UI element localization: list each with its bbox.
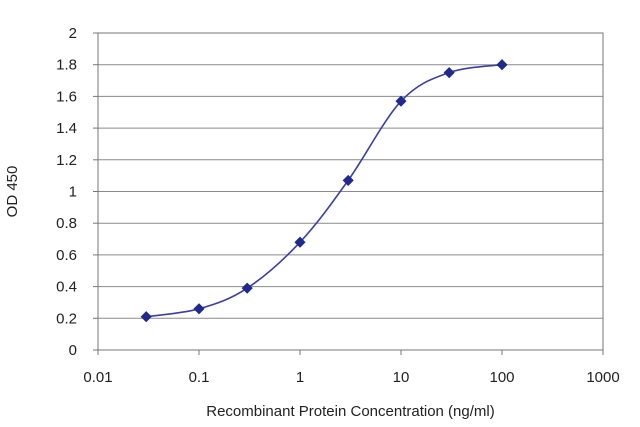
data-point [193,303,205,315]
y-tick-label: 0 [69,342,77,359]
y-tick-label: 1 [69,184,77,201]
data-point [395,95,407,107]
data-point [443,67,455,79]
data-points [140,59,508,323]
x-axis-ticks: 0.01 0.1 1 10 100 1000 [83,350,620,386]
x-axis-title: Recombinant Protein Concentration (ng/ml… [206,403,494,420]
y-tick-label: 2 [69,25,77,42]
x-tick-label: 1 [296,369,304,386]
y-axis-title: OD 450 [4,166,21,218]
x-tick-label: 100 [489,369,514,386]
y-tick-label: 1.2 [56,152,77,169]
y-tick-label: 1.4 [56,120,77,137]
y-tick-label: 1.8 [56,57,77,74]
grid-lines [98,64,603,319]
y-tick-label: 0.2 [56,310,77,327]
y-axis-ticks: 0 0.2 0.4 0.6 0.8 1 1.2 1.4 1.6 1.8 2 [56,25,98,359]
y-tick-label: 0.6 [56,247,77,264]
data-point [241,282,253,294]
data-point [294,236,306,248]
x-tick-label: 10 [393,369,410,386]
y-tick-label: 1.6 [56,88,77,105]
data-point [342,174,354,186]
y-tick-label: 0.8 [56,215,77,232]
x-tick-label: 0.1 [189,369,210,386]
x-tick-label: 0.01 [83,369,112,386]
data-point [496,59,508,71]
x-tick-label: 1000 [586,369,619,386]
y-tick-label: 0.4 [56,279,77,296]
series-line [146,63,503,318]
data-point [140,311,152,323]
